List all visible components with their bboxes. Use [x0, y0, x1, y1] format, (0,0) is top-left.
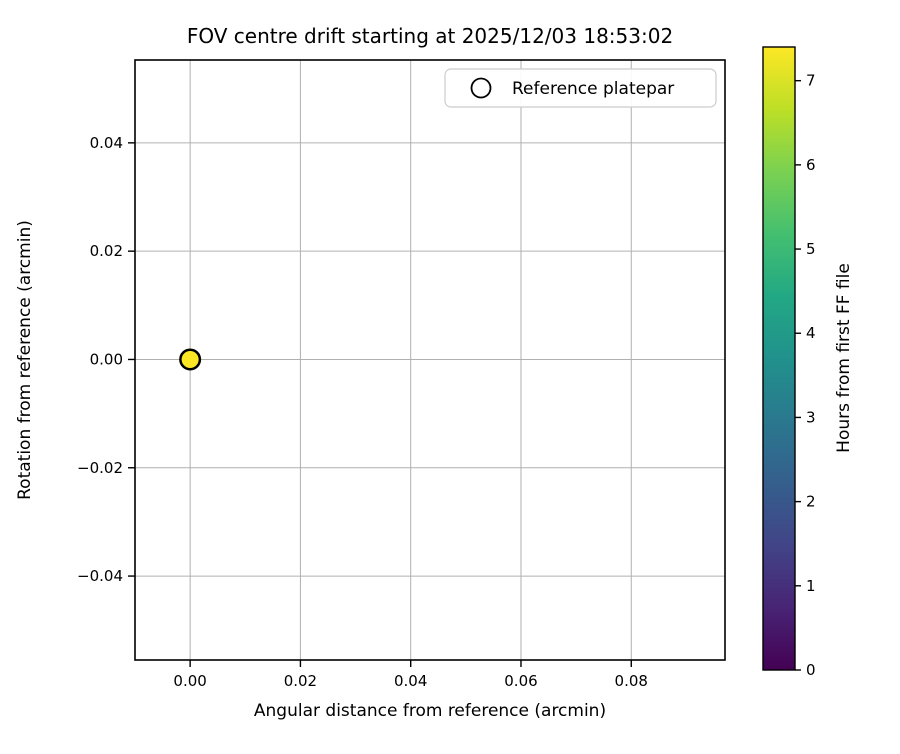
colorbar-tick-label: 5: [806, 240, 816, 258]
colorbar-tick-label: 4: [806, 324, 816, 342]
x-tick-label: 0.00: [173, 672, 206, 690]
x-axis-ticks: 0.00 0.02 0.04 0.06 0.08: [173, 660, 648, 690]
chart-title: FOV centre drift starting at 2025/12/03 …: [187, 24, 673, 48]
reference-platepar-marker: [179, 348, 202, 371]
y-axis-label: Rotation from reference (arcmin): [15, 220, 35, 500]
legend: Reference platepar: [444, 68, 717, 108]
y-tick-label: 0.04: [90, 134, 123, 152]
y-tick-label: 0.00: [90, 350, 123, 368]
y-tick-label: 0.02: [90, 242, 123, 260]
scatter-layer: [179, 348, 202, 371]
y-tick-label: −0.02: [77, 459, 123, 477]
colorbar-tick-label: 1: [806, 577, 816, 595]
x-tick-label: 0.02: [284, 672, 317, 690]
colorbar-tick-label: 3: [806, 408, 816, 426]
colorbar-tick-label: 2: [806, 493, 816, 511]
legend-label: Reference platepar: [512, 79, 674, 99]
grid: [135, 60, 725, 660]
colorbar-tick-label: 6: [806, 156, 816, 174]
y-tick-label: −0.04: [77, 567, 123, 585]
colorbar-label: Hours from first FF file: [834, 263, 854, 453]
x-tick-label: 0.04: [394, 672, 427, 690]
colorbar-ticks: 0 1 2 3 4 5 6 7: [795, 72, 816, 679]
x-axis-label: Angular distance from reference (arcmin): [254, 701, 606, 721]
x-tick-label: 0.06: [504, 672, 537, 690]
x-tick-label: 0.08: [615, 672, 648, 690]
legend-box: [444, 68, 717, 108]
scatter-point: [180, 349, 200, 369]
colorbar-tick-label: 7: [806, 72, 816, 90]
colorbar-tick-label: 0: [806, 661, 816, 679]
legend-open-circle-icon: [470, 77, 492, 99]
colorbar: [762, 46, 796, 671]
y-axis-ticks: −0.04 −0.02 0.00 0.02 0.04: [77, 134, 135, 585]
